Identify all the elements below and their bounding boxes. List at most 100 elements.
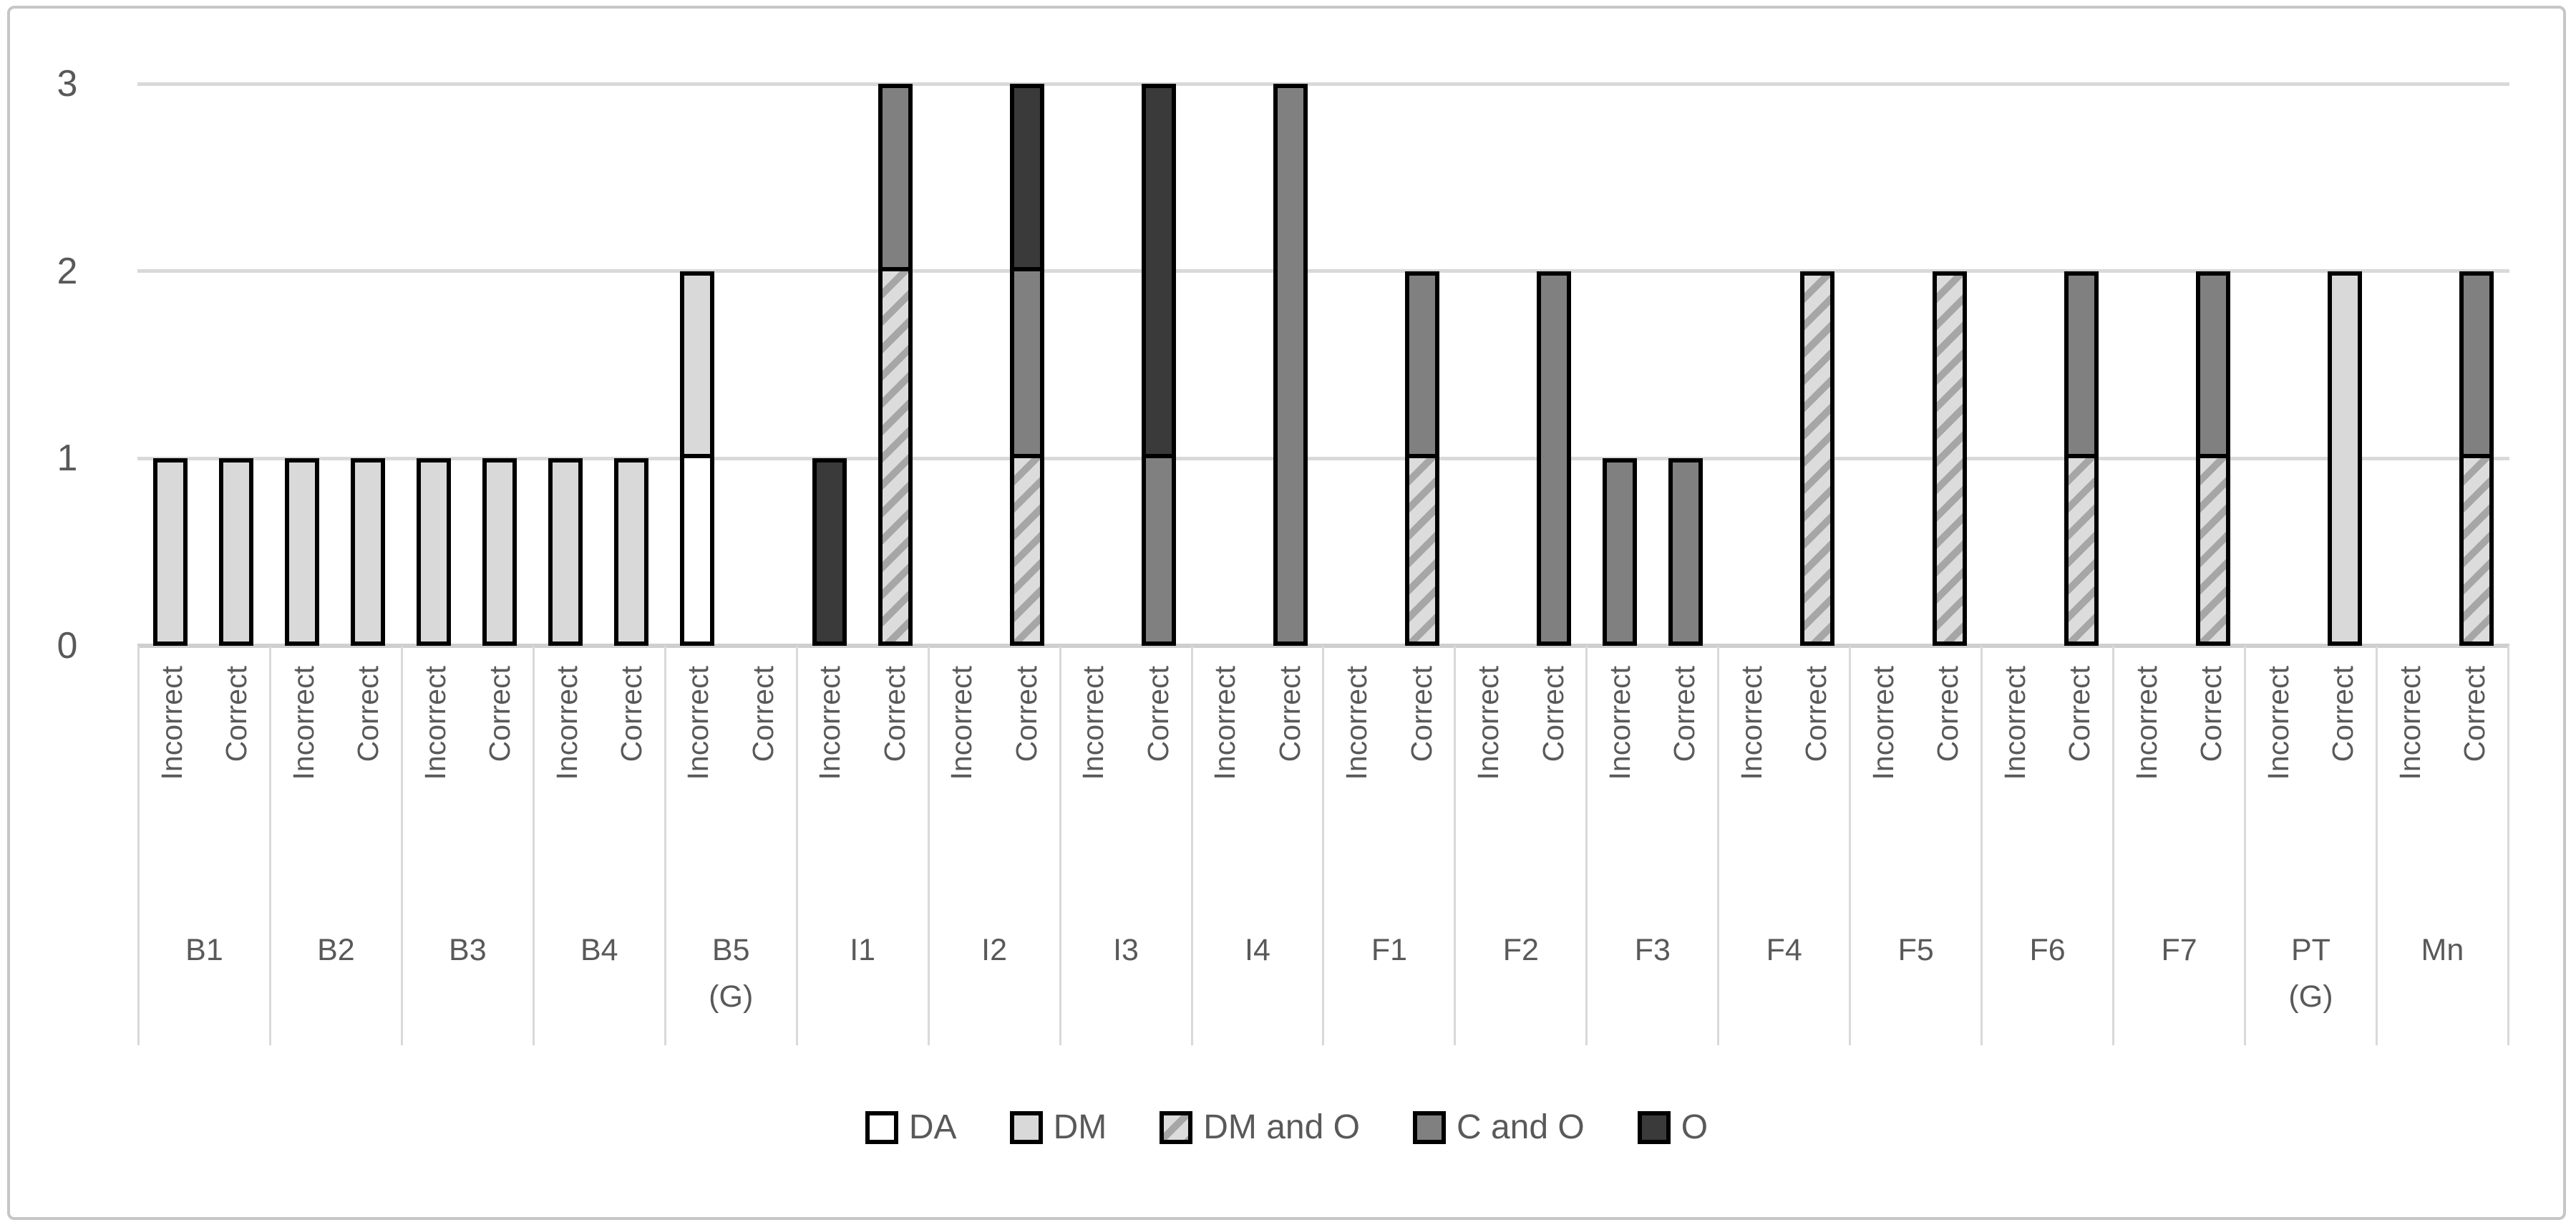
group-label-I2: I2 [981,933,1008,967]
group-label-I4: I4 [1245,933,1270,967]
bar-B5-incorrect [680,271,715,646]
bar-slot-B3-correct [467,9,533,646]
bar-label-slot: Correct [336,666,400,902]
bar-group-F1 [1323,9,1455,646]
bar-label-row: Incorrect Correct [1324,666,1454,902]
group-label-B3: B3 [449,933,487,967]
bar-label-incorrect: Incorrect [1866,666,1900,780]
bar-segment-DM-and-O [1009,454,1044,646]
y-axis: 0 1 2 3 [10,9,132,664]
bar-label-correct: Correct [2326,666,2360,762]
bar-label-incorrect: Incorrect [2393,666,2426,780]
bar-slot-F6-incorrect [1983,9,2048,646]
bar-segment-C-and-O [1141,454,1176,646]
bar-label-slot: Incorrect [271,666,336,902]
bar-label-row: Incorrect Correct [403,666,533,902]
bar-label-row: Incorrect Correct [2378,666,2507,902]
group-label-F2: F2 [1502,933,1539,967]
category-cell-Mn: Incorrect Correct Mn [2375,646,2509,1045]
legend-swatch-icon [1160,1111,1193,1144]
bar-slot-F5-incorrect [1850,9,1916,646]
category-cell-I2: Incorrect Correct I2 [927,646,1059,1045]
bar-slot-B4-incorrect [533,9,598,646]
bar-segment-DM [417,458,452,646]
bar-slot-I3-incorrect [1060,9,1126,646]
bar-slot-I3-correct [1126,9,1192,646]
legend-item-C-and-O: C and O [1412,1108,1585,1146]
bar-label-slot: Correct [1126,666,1190,902]
bar-label-slot: Incorrect [1061,666,1126,902]
bar-label-incorrect: Incorrect [813,666,847,780]
category-cell-B1: Incorrect Correct B1 [137,646,269,1045]
legend-swatch-icon [865,1111,898,1144]
bar-group-B5 [664,9,796,646]
group-label-F7: F7 [2161,933,2197,967]
bar-F1-correct [1405,271,1440,646]
bar-segment-DM [2327,271,2362,646]
bar-segment-DM [548,458,583,646]
bar-group-F7 [2114,9,2246,646]
bar-group-Mn [2378,9,2509,646]
bar-label-incorrect: Incorrect [286,666,320,780]
bars-container [137,9,2509,646]
group-label-F6: F6 [2029,933,2066,967]
bar-label-incorrect: Incorrect [418,666,452,780]
bar-F4-correct [1800,271,1835,646]
category-cell-B3: Incorrect Correct B3 [400,646,533,1045]
bar-label-incorrect: Incorrect [1998,666,2031,780]
bar-segment-DM-and-O [878,266,913,646]
bar-label-slot: Correct [1521,666,1585,902]
bar-label-correct: Correct [1536,666,1570,762]
legend-item-DA: DA [865,1110,957,1145]
legend-label: C and O [1456,1108,1585,1146]
legend-swatch-icon [1412,1111,1446,1144]
bar-label-slot: Incorrect [798,666,862,902]
bar-label-slot: Incorrect [666,666,731,902]
bar-slot-I1-correct [862,9,928,646]
bar-I2-correct [1009,84,1044,646]
bar-label-row: Incorrect Correct [1588,666,1717,902]
bar-segment-O [812,458,847,646]
bar-segment-C-and-O [2064,271,2099,459]
bar-group-I4 [1192,9,1323,646]
bar-slot-B5-correct [731,9,797,646]
bar-label-incorrect: Incorrect [2261,666,2295,780]
bar-segment-C-and-O [1273,84,1308,646]
bar-label-slot: Correct [731,666,795,902]
bar-label-slot: Incorrect [1719,666,1784,902]
bar-I1-correct [878,84,913,646]
bar-label-slot: Incorrect [1851,666,1915,902]
bar-slot-I4-incorrect [1192,9,1258,646]
bar-label-slot: Incorrect [403,666,467,902]
group-sublabel-B5: (G) [709,979,754,1014]
bar-label-slot: Correct [1784,666,1849,902]
bar-label-row: Incorrect Correct [1061,666,1191,902]
bar-segment-DM [285,458,320,646]
bar-label-row: Incorrect Correct [1193,666,1323,902]
bar-slot-F1-correct [1389,9,1455,646]
y-axis-tick-label-1: 1 [57,437,78,480]
bar-label-slot: Correct [1258,666,1322,902]
bar-B2-incorrect [285,458,320,646]
bar-F3-correct [1668,458,1703,646]
group-sublabel-PT: (G) [2288,979,2333,1014]
bar-slot-F6-correct [2048,9,2114,646]
bar-label-incorrect: Incorrect [1734,666,1768,780]
bar-label-row: Incorrect Correct [271,666,401,902]
bar-group-F5 [1850,9,1982,646]
category-cell-B5: Incorrect Correct B5 (G) [664,646,796,1045]
bar-label-incorrect: Incorrect [945,666,978,780]
bar-slot-I4-correct [1258,9,1323,646]
bar-label-row: Incorrect Correct [1719,666,1849,902]
bar-label-incorrect: Incorrect [1603,666,1637,780]
group-label-F1: F1 [1371,933,1407,967]
bar-slot-B2-incorrect [269,9,335,646]
bar-slot-PT-correct [2312,9,2378,646]
bar-label-correct: Correct [2458,666,2492,762]
bar-label-slot: Correct [994,666,1059,902]
bar-slot-B4-correct [598,9,664,646]
legend-label: O [1681,1108,1709,1146]
bar-slot-Mn-incorrect [2378,9,2444,646]
bar-label-slot: Incorrect [930,666,994,902]
bar-segment-DM [219,458,254,646]
